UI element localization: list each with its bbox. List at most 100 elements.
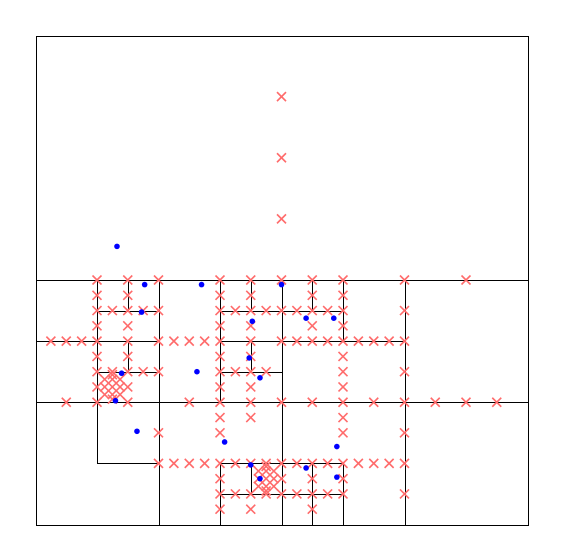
query-marker [245, 488, 256, 500]
sample-point [118, 370, 125, 377]
query-marker [399, 274, 410, 286]
sample-point [330, 315, 337, 322]
query-marker [291, 305, 302, 316]
query-marker [214, 427, 226, 438]
query-marker [276, 458, 287, 469]
query-marker [107, 305, 118, 316]
query-marker [307, 473, 318, 484]
query-marker [337, 381, 349, 393]
query-marker [122, 305, 133, 316]
query-marker [337, 320, 349, 331]
query-marker [322, 488, 333, 500]
query-marker [122, 397, 133, 408]
query-marker [268, 465, 279, 477]
query-marker [337, 427, 349, 438]
query-marker [261, 488, 272, 500]
query-marker [245, 305, 256, 316]
query-marker [153, 458, 164, 469]
query-marker [214, 504, 226, 515]
query-marker [122, 351, 133, 362]
query-marker [214, 381, 226, 393]
query-marker [230, 366, 241, 377]
query-marker [107, 374, 118, 385]
sample-point [112, 397, 119, 404]
query-marker [322, 336, 333, 347]
query-marker [322, 458, 333, 469]
query-marker [114, 389, 126, 400]
query-marker [276, 305, 287, 316]
query-marker [307, 504, 318, 515]
query-marker [399, 366, 410, 377]
query-marker [253, 481, 264, 492]
query-marker [276, 397, 287, 408]
query-marker [307, 320, 318, 331]
query-marker [261, 473, 272, 484]
query-marker [138, 366, 149, 377]
query-marker [245, 336, 256, 347]
query-marker [337, 336, 349, 347]
query-marker [261, 481, 272, 492]
query-marker [91, 366, 103, 377]
query-marker [107, 389, 118, 400]
sample-point [247, 462, 254, 468]
query-marker [384, 336, 395, 347]
query-marker [253, 465, 264, 477]
query-marker [199, 336, 210, 347]
query-marker [399, 427, 410, 438]
query-marker [184, 458, 195, 469]
query-marker [291, 488, 302, 500]
query-marker [122, 366, 133, 377]
query-marker [399, 458, 410, 469]
query-marker [214, 473, 226, 484]
query-marker [337, 274, 349, 286]
query-marker [122, 336, 133, 347]
query-marker [261, 465, 272, 477]
sample-points [112, 243, 340, 482]
query-marker [114, 381, 126, 393]
query-marker [276, 274, 287, 286]
sample-point [278, 281, 285, 288]
query-marker [230, 488, 241, 500]
query-marker [245, 381, 256, 393]
query-marker [353, 336, 364, 347]
query-marker [214, 320, 226, 331]
query-marker [276, 152, 287, 163]
query-marker [399, 336, 410, 347]
query-marker [99, 389, 110, 400]
query-marker [91, 351, 103, 362]
query-marker [184, 397, 195, 408]
query-marker [261, 305, 272, 316]
query-marker [214, 336, 226, 347]
query-marker [337, 290, 349, 301]
query-marker [399, 397, 410, 408]
query-marker [337, 305, 349, 316]
sample-point [138, 309, 145, 315]
query-marker [91, 290, 103, 301]
sample-point [198, 281, 205, 288]
query-marker [491, 397, 502, 408]
query-marker [184, 336, 195, 347]
query-marker [214, 412, 226, 423]
query-marker [230, 458, 241, 469]
query-marker [268, 473, 279, 484]
query-marker [307, 336, 318, 347]
query-marker [368, 397, 379, 408]
query-markers [45, 91, 502, 515]
query-marker [214, 458, 226, 469]
query-marker [261, 485, 272, 496]
query-marker [122, 274, 133, 286]
query-marker [384, 458, 395, 469]
sample-point [114, 243, 120, 250]
query-marker [276, 488, 287, 500]
query-marker [307, 397, 318, 408]
query-marker [337, 366, 349, 377]
query-marker [460, 397, 472, 408]
query-marker [45, 336, 56, 347]
query-marker [245, 274, 256, 286]
query-marker [307, 274, 318, 286]
query-marker [153, 427, 164, 438]
query-marker [61, 397, 72, 408]
query-marker [214, 290, 226, 301]
query-marker [122, 320, 133, 331]
query-marker [245, 504, 256, 515]
